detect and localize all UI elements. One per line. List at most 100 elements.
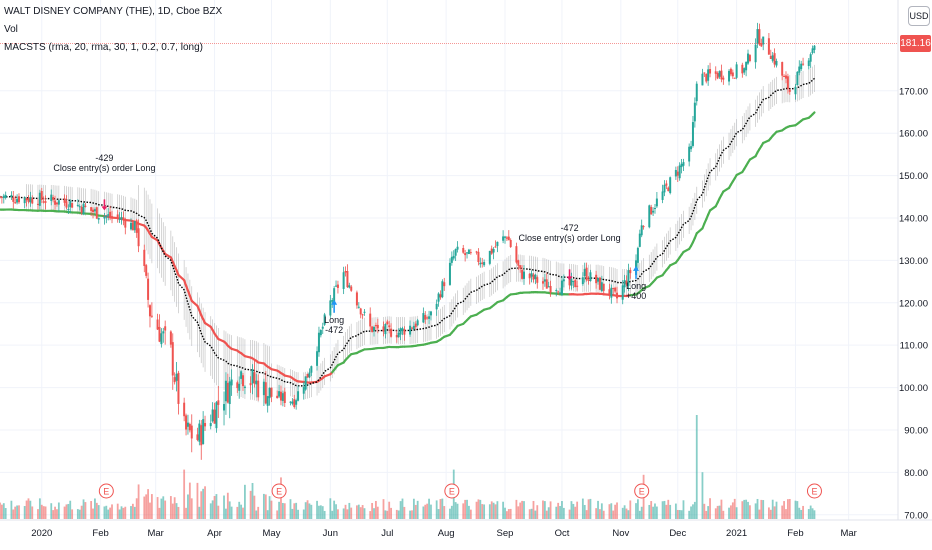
candle-body xyxy=(464,253,467,256)
candle-body xyxy=(443,282,446,287)
ma-slow-segment xyxy=(203,321,212,328)
candle-body xyxy=(253,372,256,384)
volume-legend[interactable]: Vol xyxy=(4,24,18,35)
volume-bar xyxy=(616,502,618,519)
candle-body xyxy=(198,423,201,442)
volume-bar xyxy=(430,504,432,519)
volume-bar xyxy=(802,505,804,519)
volume-bar xyxy=(517,506,520,519)
candle-body xyxy=(422,313,425,323)
volume-bar xyxy=(319,505,322,519)
volume-bar xyxy=(786,499,789,519)
volume-bar xyxy=(211,500,214,519)
volume-bar xyxy=(583,504,586,519)
volume-bar xyxy=(316,500,318,519)
volume-bar xyxy=(610,503,613,519)
currency-button[interactable]: USD xyxy=(908,6,930,26)
volume-bar xyxy=(542,500,544,519)
volume-bar xyxy=(149,502,151,519)
ma-slow-segment xyxy=(748,155,757,161)
volume-bar xyxy=(145,494,148,519)
volume-bar xyxy=(318,505,320,519)
volume-bar xyxy=(361,505,364,519)
ma-slow-segment xyxy=(150,235,159,242)
candle-body xyxy=(650,206,653,215)
volume-bar xyxy=(71,509,74,519)
volume-bar xyxy=(403,506,406,519)
volume-bar xyxy=(302,509,305,519)
volume-bar xyxy=(156,497,159,519)
candle-body xyxy=(118,218,121,220)
volume-bar xyxy=(534,510,537,519)
volume-bar xyxy=(255,510,258,519)
volume-bar xyxy=(411,510,413,519)
volume-bar xyxy=(92,508,94,519)
volume-bar xyxy=(225,508,227,519)
volume-bar xyxy=(532,500,535,519)
volume-bar xyxy=(599,509,601,519)
strategy-legend[interactable]: MACSTS (rma, 20, rma, 30, 1, 0.2, 0.7, l… xyxy=(4,42,203,53)
candle-body xyxy=(10,195,13,197)
candle-body xyxy=(281,393,284,401)
volume-bar xyxy=(2,503,5,519)
volume-bar xyxy=(116,503,119,519)
candle-body xyxy=(598,277,601,290)
candle-body xyxy=(743,68,746,73)
candle-body xyxy=(452,255,455,259)
time-axis[interactable]: 2020 Feb Mar Apr May Jun Jul Aug Sep Oct Nov Dec 202… xyxy=(31,528,857,539)
candle-body xyxy=(346,271,349,288)
candle-body xyxy=(224,380,227,402)
candle-body xyxy=(223,404,226,411)
volume-bar xyxy=(756,498,759,519)
volume-bar xyxy=(655,506,658,519)
volume-bar xyxy=(82,499,85,519)
volume-bar xyxy=(238,501,241,519)
candle-body xyxy=(386,321,389,325)
volume-bar xyxy=(52,510,55,519)
volume-bar xyxy=(502,501,505,519)
candle-body xyxy=(162,331,165,334)
volume-bar xyxy=(357,504,360,519)
volume-bar xyxy=(536,505,539,519)
candle-body xyxy=(133,221,136,231)
volume-bar xyxy=(308,503,311,519)
volume-bar xyxy=(449,508,451,519)
candle-body xyxy=(469,252,472,254)
candle-body xyxy=(190,425,193,439)
volume-bar xyxy=(412,498,415,519)
volume-bar xyxy=(637,499,639,519)
long-arrow-head xyxy=(633,265,640,271)
volume-bar xyxy=(783,501,785,519)
volume-bar xyxy=(587,499,590,519)
symbol-title[interactable]: WALT DISNEY COMPANY (THE), 1D, Cboe BZX xyxy=(4,6,223,17)
volume-bar xyxy=(416,500,419,519)
volume-bar xyxy=(781,505,784,519)
volume-bar xyxy=(720,499,723,519)
volume-bar xyxy=(602,510,605,519)
volume-bar xyxy=(95,502,98,519)
candle-body xyxy=(788,89,791,92)
candle-body xyxy=(688,146,691,162)
candle-body xyxy=(583,268,586,277)
volume-bar xyxy=(574,506,577,519)
volume-bar xyxy=(150,494,153,519)
volume-bar xyxy=(745,499,748,519)
volume-bar xyxy=(323,510,326,519)
candle-body xyxy=(395,335,398,338)
volume-bar xyxy=(439,499,442,519)
candle-body xyxy=(12,197,15,202)
volume-bar xyxy=(42,506,45,519)
candle-body xyxy=(488,250,491,264)
volume-bar xyxy=(25,500,28,519)
earnings-icon xyxy=(444,483,460,499)
candle-body xyxy=(437,293,440,302)
candle-body xyxy=(50,194,53,201)
candle-body xyxy=(331,300,334,302)
volume-bar xyxy=(483,504,486,519)
volume-bar xyxy=(456,503,459,519)
volume-bar xyxy=(388,501,391,519)
candle-body xyxy=(111,216,114,218)
volume-bar xyxy=(796,501,799,519)
price-axis[interactable]: 70.00 80.00 90.00 100.00 110.00 120.00 130.00 1… xyxy=(899,86,928,521)
